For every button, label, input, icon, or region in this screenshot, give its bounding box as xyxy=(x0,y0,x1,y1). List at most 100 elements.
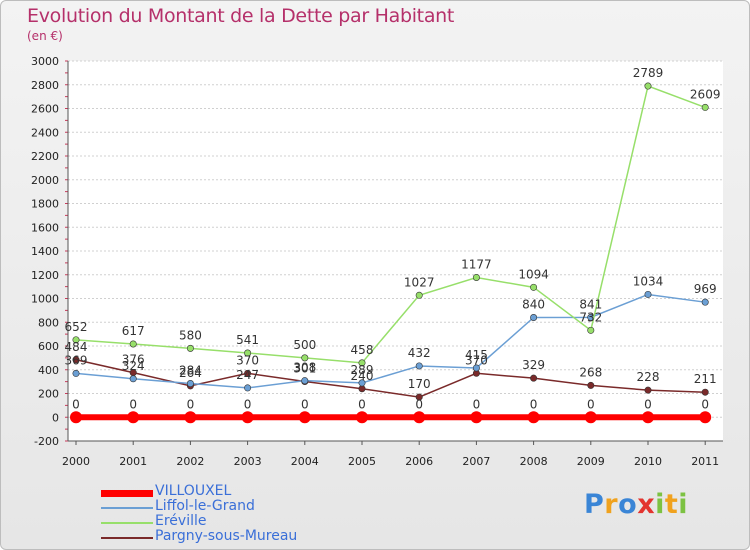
logo-letter: i xyxy=(655,489,665,520)
data-label: 0 xyxy=(358,397,366,411)
y-tick-label: 2200 xyxy=(31,150,59,163)
data-label: 1034 xyxy=(633,274,664,288)
data-label: 301 xyxy=(293,362,316,376)
data-point xyxy=(129,340,137,348)
data-label: 0 xyxy=(187,397,195,411)
y-tick-label: 1000 xyxy=(31,293,59,306)
data-label: 0 xyxy=(587,397,595,411)
data-label: 732 xyxy=(579,310,602,324)
y-tick-label: 400 xyxy=(38,364,59,377)
data-label: 1177 xyxy=(461,257,492,271)
data-point xyxy=(587,326,595,334)
data-point xyxy=(72,369,80,377)
data-label: 0 xyxy=(644,397,652,411)
data-point xyxy=(358,359,366,367)
data-point xyxy=(244,349,252,357)
y-tick-label: 1200 xyxy=(31,269,59,282)
data-point xyxy=(129,375,137,383)
data-point xyxy=(127,411,140,424)
legend-swatch xyxy=(101,489,153,497)
data-label: 0 xyxy=(129,397,137,411)
data-point xyxy=(301,354,309,362)
y-tick-label: 1400 xyxy=(31,245,59,258)
legend-label: VILLOUXEL xyxy=(155,483,232,499)
chart-title: Evolution du Montant de la Dette par Hab… xyxy=(27,5,455,27)
data-point xyxy=(584,411,597,424)
series-line-3 xyxy=(75,359,706,398)
series-line-2 xyxy=(75,85,706,364)
data-point xyxy=(587,381,595,389)
data-point xyxy=(72,336,80,344)
data-label: 247 xyxy=(236,368,259,382)
legend-label: Pargny-sous-Mureau xyxy=(155,528,298,544)
data-point xyxy=(413,411,426,424)
data-label: 580 xyxy=(179,328,202,342)
y-tick-label: 2000 xyxy=(31,174,59,187)
legend-swatch xyxy=(101,522,153,524)
data-point xyxy=(470,411,483,424)
legend-item: Liffol-le-Grand xyxy=(101,498,361,516)
data-point xyxy=(699,411,712,424)
data-point xyxy=(244,384,252,392)
data-label: 0 xyxy=(530,397,538,411)
data-label: 0 xyxy=(72,397,80,411)
legend-item: Eréville xyxy=(101,513,361,531)
logo-letter: P xyxy=(584,489,605,520)
data-label: 841 xyxy=(579,297,602,311)
y-tick-label: 1800 xyxy=(31,198,59,211)
data-label: 0 xyxy=(301,397,309,411)
x-tick-label: 2000 xyxy=(62,455,90,468)
data-point xyxy=(184,411,197,424)
data-label: 211 xyxy=(694,372,717,386)
data-label: 376 xyxy=(122,353,145,367)
data-label: 329 xyxy=(522,358,545,372)
legend-swatch xyxy=(101,537,153,539)
logo-letter: i xyxy=(678,489,689,520)
data-label: 324 xyxy=(122,359,145,373)
legend-item: VILLOUXEL xyxy=(101,483,361,501)
x-tick-label: 2006 xyxy=(405,455,433,468)
data-point xyxy=(301,377,309,385)
data-label: 432 xyxy=(408,346,431,360)
data-label: 652 xyxy=(65,320,88,334)
data-point xyxy=(356,411,368,424)
data-point xyxy=(701,388,709,396)
legend-item: Pargny-sous-Mureau xyxy=(101,528,361,546)
y-tick-label: -200 xyxy=(34,435,59,448)
data-label: 541 xyxy=(236,333,259,347)
data-label: 415 xyxy=(465,348,488,362)
data-point xyxy=(642,411,654,424)
logo-letter: r xyxy=(604,489,619,520)
data-point xyxy=(186,344,194,352)
data-label: 0 xyxy=(473,397,481,411)
data-point xyxy=(358,379,366,387)
data-label: 2789 xyxy=(633,66,664,80)
data-point xyxy=(530,313,538,321)
chart-subtitle: (en €) xyxy=(27,29,63,43)
data-label: 268 xyxy=(579,365,602,379)
data-label: 289 xyxy=(351,363,374,377)
x-tick-label: 2008 xyxy=(520,455,548,468)
data-point xyxy=(527,411,540,424)
x-tick-label: 2007 xyxy=(462,455,490,468)
legend-swatch xyxy=(101,507,153,509)
y-tick-label: 3000 xyxy=(31,55,59,68)
y-tick-label: 2800 xyxy=(31,79,59,92)
legend-label: Liffol-le-Grand xyxy=(155,498,255,514)
data-label: 0 xyxy=(244,397,252,411)
data-point xyxy=(644,290,652,298)
data-point xyxy=(530,374,538,382)
y-tick-label: 0 xyxy=(52,411,59,424)
x-tick-label: 2010 xyxy=(634,455,662,468)
data-label: 0 xyxy=(415,397,423,411)
data-label: 228 xyxy=(637,370,660,384)
data-label: 617 xyxy=(122,324,145,338)
data-point xyxy=(701,103,709,111)
y-tick-label: 2600 xyxy=(31,103,59,116)
logo-letter: o xyxy=(618,489,638,520)
data-label: 840 xyxy=(522,298,545,312)
data-point xyxy=(530,283,538,291)
data-point xyxy=(415,291,423,299)
data-point xyxy=(644,82,652,90)
y-tick-label: 800 xyxy=(38,316,59,329)
